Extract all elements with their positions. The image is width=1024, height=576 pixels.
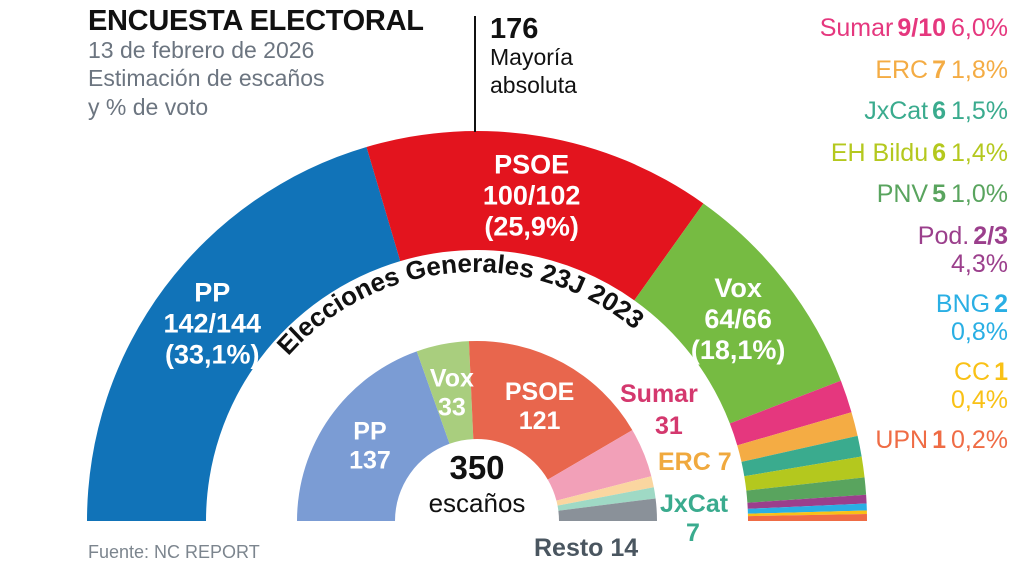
legend-party-pct: 1,5% bbox=[951, 97, 1008, 125]
outer-ring-labels: PP 142/144 (33,1%) PSOE 100/102 (25,9%) Vox 64/… bbox=[163, 149, 785, 369]
arc-segment-upn[interactable] bbox=[747, 513, 867, 521]
legend-party-seats: 9/10 bbox=[897, 14, 947, 42]
legend-party-name: Sumar bbox=[819, 14, 894, 42]
subtitle-line-vote: y % de voto bbox=[88, 93, 209, 120]
arc-segment-erc[interactable] bbox=[556, 476, 654, 506]
legend-party-pct: 0,8% bbox=[951, 317, 1008, 346]
legend-row-bng[interactable]: BNG 2 0,8% bbox=[688, 290, 1008, 346]
legend-party-seats: 7 bbox=[932, 55, 947, 84]
arc-segment-psoe[interactable] bbox=[366, 131, 704, 301]
inner-ext-label-resto: Resto 14 bbox=[534, 534, 638, 562]
arc-segment-ehbildu[interactable] bbox=[744, 456, 865, 491]
legend-party-name: ERC bbox=[875, 55, 929, 84]
legend-row-pnv[interactable]: PNV 5 1,0% bbox=[688, 180, 1008, 210]
legend-party-pct: 1,8% bbox=[951, 55, 1008, 84]
legend-party-pct: 4,3% bbox=[951, 249, 1008, 278]
legend-party-pct: 6,0% bbox=[951, 14, 1008, 42]
inner-ext-label-sumar: Sumar bbox=[620, 380, 698, 408]
legend-row-erc[interactable]: ERC 7 1,8% bbox=[688, 56, 1008, 86]
legend-party-pct: 0,4% bbox=[951, 385, 1008, 414]
arc-segment-erc[interactable] bbox=[737, 412, 858, 462]
legend-party-name: CC bbox=[953, 357, 991, 386]
arc-segment-cc[interactable] bbox=[747, 510, 867, 517]
legend-party-seats: 1 bbox=[994, 357, 1008, 386]
arc-segment-jxcat[interactable] bbox=[557, 487, 656, 511]
arc-label-vox: Vox 33 bbox=[430, 365, 474, 422]
legend-party-name: EH Bildu bbox=[830, 138, 929, 167]
arc-segment-pp[interactable] bbox=[297, 351, 450, 521]
arc-segment-resto[interactable] bbox=[558, 498, 657, 521]
arc-segment-vox[interactable] bbox=[416, 341, 474, 444]
arc-segment-vox[interactable] bbox=[634, 203, 841, 424]
legend-party-pct: 1,4% bbox=[951, 138, 1008, 167]
legend-party-name: UPN bbox=[875, 425, 929, 454]
arc-segment-pod[interactable] bbox=[747, 494, 867, 509]
page-title: ENCUESTA ELECTORAL bbox=[88, 5, 424, 37]
majority-number: 176 bbox=[490, 13, 539, 45]
legend-party-name: PNV bbox=[876, 180, 929, 208]
inner-ext-value-jxcat: 7 bbox=[686, 519, 700, 547]
arc-label-psoe: PSOE 100/102 (25,9%) bbox=[483, 149, 581, 241]
arc-segment-psoe[interactable] bbox=[468, 341, 633, 480]
legend-party-name: Pod. bbox=[917, 221, 970, 250]
legend-row-ehbildu[interactable]: EH Bildu 6 1,4% bbox=[688, 139, 1008, 169]
arc-segment-sumar[interactable] bbox=[547, 430, 652, 501]
inner-ext-label-jxcat: JxCat bbox=[660, 490, 729, 518]
inner-ring-labels: PP 137 Vox 33 PSOE 121 bbox=[349, 365, 574, 475]
arc-label-psoe: PSOE 121 bbox=[505, 378, 574, 435]
party-legend-list: Sumar 9/10 6,0% ERC 7 1,8% JxCat 6 1,5% EH Bildu 6… bbox=[688, 14, 1008, 467]
legend-party-seats: 1 bbox=[932, 425, 947, 454]
inner-ext-value-sumar: 31 bbox=[655, 412, 683, 440]
legend-party-name: BNG bbox=[935, 289, 991, 318]
legend-party-seats: 6 bbox=[932, 97, 947, 125]
legend-party-name: JxCat bbox=[864, 97, 929, 125]
total-seats-number: 350 bbox=[449, 449, 504, 486]
header-block: ENCUESTA ELECTORAL 13 de febrero de 2026… bbox=[88, 6, 468, 121]
majority-label-line1: Mayoría bbox=[490, 44, 574, 71]
total-seats-label: escaños bbox=[429, 488, 526, 518]
majority-threshold-line bbox=[474, 16, 476, 132]
outer-ring-2026 bbox=[87, 131, 867, 522]
legend-row-upn[interactable]: UPN 1 0,2% bbox=[688, 426, 1008, 456]
subtitle-line-date: 13 de febrero de 2026 bbox=[88, 37, 315, 64]
legend-party-seats: 5 bbox=[932, 180, 947, 208]
arc-segment-pnv[interactable] bbox=[746, 477, 867, 503]
legend-party-pct: 1,0% bbox=[951, 180, 1008, 208]
legend-party-seats: 2/3 bbox=[973, 221, 1008, 250]
subtitle-line-estimation: Estimación de escaños bbox=[88, 65, 325, 92]
arc-label-vox: Vox 64/66 (18,1%) bbox=[691, 273, 786, 365]
arc-segment-bng[interactable] bbox=[747, 503, 867, 514]
arc-label-pp: PP 137 bbox=[349, 418, 391, 475]
legend-row-sumar[interactable]: Sumar 9/10 6,0% bbox=[688, 14, 1008, 44]
arc-segment-pp[interactable] bbox=[87, 146, 401, 522]
legend-party-seats: 2 bbox=[994, 289, 1008, 318]
legend-party-seats: 6 bbox=[932, 138, 947, 167]
arc-label-pp: PP 142/144 (33,1%) bbox=[163, 278, 261, 370]
arc-segment-sumar[interactable] bbox=[729, 380, 852, 446]
legend-party-pct: 0,2% bbox=[951, 425, 1008, 454]
arc-segment-jxcat[interactable] bbox=[741, 435, 862, 477]
inner-ring-2023 bbox=[297, 341, 657, 521]
legend-row-pod[interactable]: Pod. 2/3 4,3% bbox=[688, 222, 1008, 278]
inner-ext-label-erc: ERC 7 bbox=[658, 448, 732, 476]
source-credit: Fuente: NC REPORT bbox=[88, 542, 260, 562]
majority-threshold-block: 176 Mayoría absoluta bbox=[490, 14, 660, 100]
legend-row-jxcat[interactable]: JxCat 6 1,5% bbox=[688, 97, 1008, 127]
majority-label-line2: absoluta bbox=[490, 72, 577, 99]
legend-row-cc[interactable]: CC 1 0,4% bbox=[688, 358, 1008, 414]
